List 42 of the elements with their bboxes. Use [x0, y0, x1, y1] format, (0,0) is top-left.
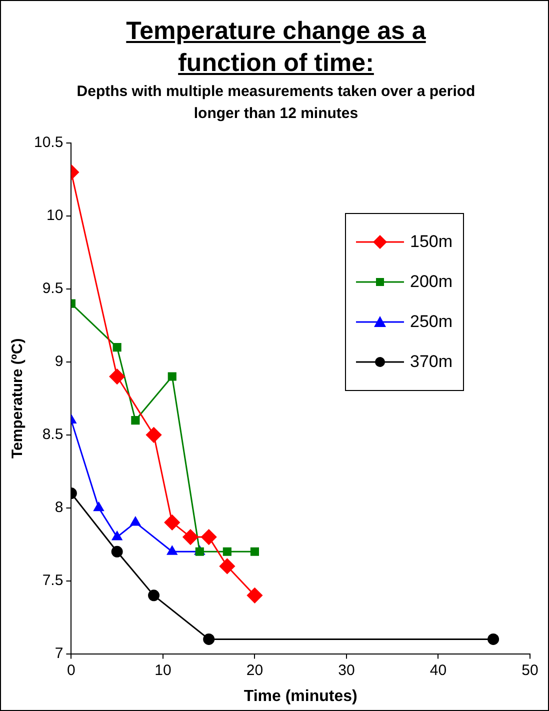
point	[246, 588, 262, 604]
y-tick-label: 7.5	[42, 572, 64, 589]
y-tick-label: 8	[54, 499, 64, 516]
x-tick-label: 40	[430, 662, 447, 679]
point	[109, 368, 125, 384]
point	[219, 558, 235, 574]
y-tick-label: 10.5	[34, 134, 64, 152]
point	[146, 427, 162, 443]
x-tick-label: 30	[338, 662, 355, 679]
point	[203, 633, 215, 645]
point	[222, 547, 232, 556]
point	[94, 502, 104, 512]
point	[488, 633, 500, 645]
legend-label: 200m	[410, 272, 453, 292]
point	[167, 546, 178, 555]
chart-title: Temperature change as a function of time:	[126, 17, 426, 77]
y-tick-label: 10	[46, 207, 64, 224]
y-axis-title: Temperature (ºC)	[9, 338, 26, 459]
x-tick-label: 50	[522, 662, 538, 679]
y-tick-label: 9	[54, 353, 64, 370]
legend-label: 250m	[410, 312, 453, 332]
x-tick-label: 10	[154, 662, 172, 679]
legend-label: 370m	[410, 352, 453, 372]
point	[182, 529, 198, 545]
x-tick-label: 20	[246, 662, 264, 679]
point	[168, 372, 176, 381]
x-tick-label: 0	[67, 662, 76, 679]
point	[130, 516, 141, 526]
point	[250, 547, 259, 556]
point	[111, 546, 123, 558]
point	[164, 514, 180, 530]
point	[112, 343, 122, 352]
legend-label: 150m	[410, 232, 453, 252]
y-tick-label: 7	[54, 644, 64, 662]
y-tick-label: 8.5	[42, 426, 64, 444]
point	[112, 531, 122, 540]
y-tick-label: 9.5	[42, 280, 64, 298]
x-axis-title: Time (minutes)	[244, 688, 358, 705]
point	[148, 590, 160, 602]
point	[201, 529, 217, 545]
point	[131, 416, 140, 425]
chart-subtitle: Depths with multiple measurements taken over a period longer than 12 minutes	[76, 82, 476, 124]
